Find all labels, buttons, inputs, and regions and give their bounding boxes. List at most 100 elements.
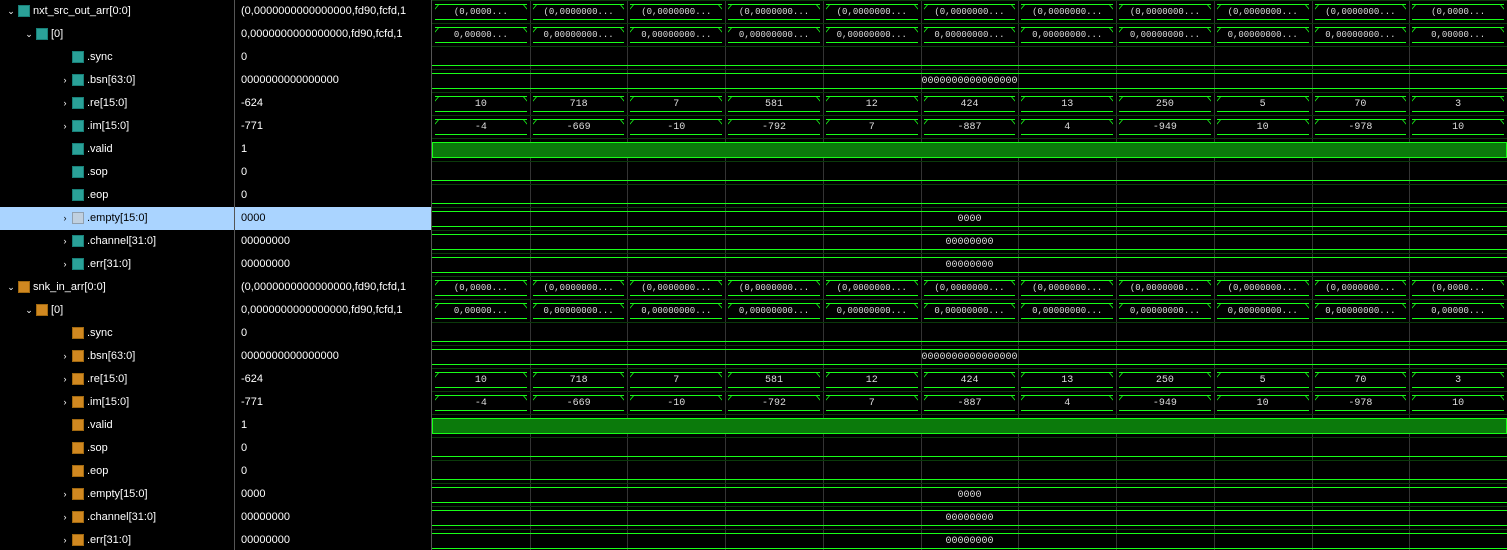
chevron-right-icon[interactable]: › — [60, 115, 70, 138]
signal-row[interactable]: ›.err[31:0] — [0, 253, 234, 276]
bus-value-label: (0,0000000... — [924, 4, 1016, 20]
value-cell[interactable]: 0 — [235, 322, 431, 345]
signal-row[interactable]: ›.channel[31:0] — [0, 506, 234, 529]
waveform-row[interactable]: 00000000 — [432, 506, 1507, 529]
value-cell[interactable]: 0,0000000000000000,fd90,fcfd,1 — [235, 299, 431, 322]
signal-row[interactable]: .sop — [0, 437, 234, 460]
waveform-panel[interactable]: (0,0000...(0,0000000...(0,0000000...(0,0… — [432, 0, 1507, 550]
waveform-row[interactable]: 0000 — [432, 483, 1507, 506]
waveform-row[interactable] — [432, 138, 1507, 161]
waveform-row[interactable] — [432, 322, 1507, 345]
value-cell[interactable]: 00000000 — [235, 230, 431, 253]
waveform-row[interactable]: 0000000000000000 — [432, 345, 1507, 368]
chevron-right-icon[interactable]: › — [60, 368, 70, 391]
waveform-row[interactable]: (0,0000...(0,0000000...(0,0000000...(0,0… — [432, 276, 1507, 299]
chevron-right-icon[interactable]: › — [60, 345, 70, 368]
value-cell[interactable]: 00000000 — [235, 253, 431, 276]
signal-row[interactable]: .eop — [0, 460, 234, 483]
chevron-right-icon[interactable]: › — [60, 391, 70, 414]
signal-row[interactable]: ⌄[0] — [0, 299, 234, 322]
waveform-row[interactable]: 10718758112424132505703 — [432, 92, 1507, 115]
bus-value-label: 00000000 — [432, 257, 1507, 273]
signal-row[interactable]: ⌄snk_in_arr[0:0] — [0, 276, 234, 299]
signal-tree-panel[interactable]: ⌄nxt_src_out_arr[0:0]⌄[0].sync›.bsn[63:0… — [0, 0, 235, 550]
waveform-row[interactable]: 0,00000...0,00000000...0,00000000...0,00… — [432, 23, 1507, 46]
signal-row[interactable]: ›.err[31:0] — [0, 529, 234, 550]
bus-value-label: 0,00000000... — [1217, 303, 1309, 319]
value-cell[interactable]: 00000000 — [235, 506, 431, 529]
value-cell[interactable]: (0,0000000000000000,fd90,fcfd,1 — [235, 276, 431, 299]
signal-row[interactable]: ›.empty[15:0] — [0, 207, 234, 230]
waveform-row[interactable]: -4-669-10-7927-8874-94910-97810 — [432, 391, 1507, 414]
waveform-row[interactable]: 0000000000000000 — [432, 69, 1507, 92]
value-cell[interactable]: 0000 — [235, 207, 431, 230]
signal-row[interactable]: .valid — [0, 138, 234, 161]
chevron-right-icon[interactable]: › — [60, 92, 70, 115]
value-cell[interactable]: -624 — [235, 368, 431, 391]
value-cell[interactable]: 1 — [235, 414, 431, 437]
value-cell[interactable]: 0 — [235, 184, 431, 207]
value-cell[interactable]: 0000000000000000 — [235, 69, 431, 92]
waveform-row[interactable]: 00000000 — [432, 529, 1507, 550]
signal-row[interactable]: ›.channel[31:0] — [0, 230, 234, 253]
value-cell[interactable]: 0 — [235, 46, 431, 69]
value-cell[interactable]: -771 — [235, 391, 431, 414]
bus-value-label: 10 — [1412, 119, 1504, 135]
chevron-right-icon[interactable]: › — [60, 230, 70, 253]
value-cell[interactable]: 0 — [235, 460, 431, 483]
signal-row[interactable]: ›.bsn[63:0] — [0, 69, 234, 92]
waveform-row[interactable]: (0,0000...(0,0000000...(0,0000000...(0,0… — [432, 0, 1507, 23]
value-column-panel[interactable]: (0,0000000000000000,fd90,fcfd,10,0000000… — [235, 0, 432, 550]
waveform-row[interactable]: 10718758112424132505703 — [432, 368, 1507, 391]
chevron-right-icon[interactable]: › — [60, 253, 70, 276]
bus-value-label: 0,00000000... — [728, 27, 820, 43]
value-cell[interactable]: 0 — [235, 161, 431, 184]
signal-row[interactable]: .eop — [0, 184, 234, 207]
signal-type-icon — [72, 74, 84, 86]
waveform-row[interactable] — [432, 460, 1507, 483]
signal-type-icon — [72, 235, 84, 247]
value-cell[interactable]: 0000000000000000 — [235, 345, 431, 368]
signal-row[interactable]: .sync — [0, 46, 234, 69]
value-cell[interactable]: 00000000 — [235, 529, 431, 550]
signal-row[interactable]: ⌄[0] — [0, 23, 234, 46]
chevron-down-icon[interactable]: ⌄ — [24, 299, 34, 322]
signal-row[interactable]: .sop — [0, 161, 234, 184]
signal-row[interactable]: ›.empty[15:0] — [0, 483, 234, 506]
chevron-right-icon[interactable]: › — [60, 207, 70, 230]
value-cell[interactable]: -771 — [235, 115, 431, 138]
waveform-row[interactable]: 00000000 — [432, 253, 1507, 276]
waveform-row[interactable] — [432, 414, 1507, 437]
waveform-row[interactable]: -4-669-10-7927-8874-94910-97810 — [432, 115, 1507, 138]
signal-row[interactable]: ›.im[15:0] — [0, 391, 234, 414]
chevron-down-icon[interactable]: ⌄ — [6, 276, 16, 299]
value-cell[interactable]: 0 — [235, 437, 431, 460]
signal-row[interactable]: .sync — [0, 322, 234, 345]
waveform-row[interactable]: 0000 — [432, 207, 1507, 230]
chevron-right-icon[interactable]: › — [60, 506, 70, 529]
value-cell[interactable]: 0000 — [235, 483, 431, 506]
signal-row[interactable]: ›.re[15:0] — [0, 92, 234, 115]
signal-row[interactable]: ›.re[15:0] — [0, 368, 234, 391]
chevron-right-icon[interactable]: › — [60, 483, 70, 506]
signal-row[interactable]: ›.bsn[63:0] — [0, 345, 234, 368]
signal-row[interactable]: ⌄nxt_src_out_arr[0:0] — [0, 0, 234, 23]
signal-row[interactable]: .valid — [0, 414, 234, 437]
value-cell[interactable]: 0,0000000000000000,fd90,fcfd,1 — [235, 23, 431, 46]
value-text: 0000 — [241, 488, 265, 500]
waveform-row[interactable] — [432, 161, 1507, 184]
waveform-row[interactable] — [432, 184, 1507, 207]
value-cell[interactable]: 1 — [235, 138, 431, 161]
chevron-down-icon[interactable]: ⌄ — [6, 0, 16, 23]
waveform-row[interactable] — [432, 437, 1507, 460]
signal-row[interactable]: ›.im[15:0] — [0, 115, 234, 138]
bus-value-label: 0,00000000... — [826, 27, 918, 43]
value-cell[interactable]: -624 — [235, 92, 431, 115]
value-cell[interactable]: (0,0000000000000000,fd90,fcfd,1 — [235, 0, 431, 23]
chevron-down-icon[interactable]: ⌄ — [24, 23, 34, 46]
waveform-row[interactable]: 0,00000...0,00000000...0,00000000...0,00… — [432, 299, 1507, 322]
waveform-row[interactable]: 00000000 — [432, 230, 1507, 253]
chevron-right-icon[interactable]: › — [60, 529, 70, 550]
waveform-row[interactable] — [432, 46, 1507, 69]
chevron-right-icon[interactable]: › — [60, 69, 70, 92]
